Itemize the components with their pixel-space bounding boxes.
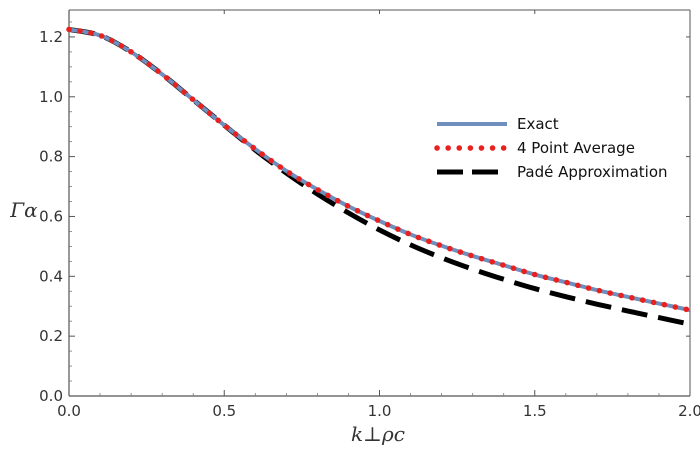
- ticks: 0.0 0.5 1.0 1.5 2.0 0.0 0.2 0.4 0.6 0.8 1.0 1.2: [39, 10, 700, 420]
- legend-label: Exact: [517, 115, 559, 133]
- y-tick-label: 1.2: [39, 28, 63, 46]
- legend: Exact 4 Point Average Padé Approximation: [434, 115, 668, 181]
- x-axis-label: k⊥ρc: [351, 422, 405, 446]
- y-axis-label: Γα: [9, 198, 38, 222]
- legend-label: 4 Point Average: [517, 139, 635, 157]
- axes: [68, 9, 691, 397]
- x-tick-label: 1.0: [368, 402, 392, 420]
- legend-label: Padé Approximation: [517, 163, 668, 181]
- x-tick-label: 0.5: [212, 402, 236, 420]
- series-layer: [66, 26, 693, 327]
- y-tick-label: 1.0: [39, 88, 63, 106]
- y-tick-label: 0.4: [39, 267, 63, 285]
- y-tick-label: 0.8: [39, 148, 63, 166]
- x-tick-label: 0.0: [57, 402, 81, 420]
- x-tick-label: 2.0: [678, 402, 700, 420]
- series-line-dotted: [66, 26, 693, 313]
- y-tick-label: 0.2: [39, 327, 63, 345]
- y-tick-label: 0.0: [39, 387, 63, 405]
- y-tick-label: 0.6: [39, 207, 63, 225]
- x-tick-label: 1.5: [523, 402, 547, 420]
